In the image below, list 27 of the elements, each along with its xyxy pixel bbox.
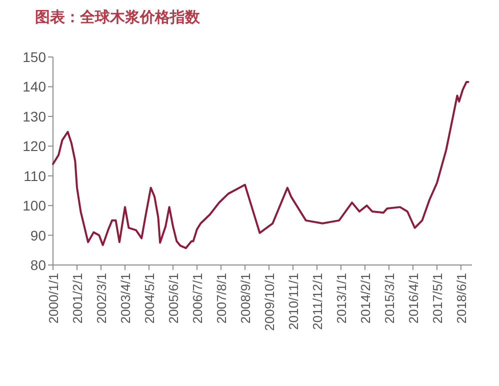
x-tick-label: 2006/7/1 <box>190 273 205 324</box>
x-tick-label: 2002/3/1 <box>94 273 109 324</box>
chart-title: 图表：全球木浆价格指数 <box>35 8 201 26</box>
x-tick-label: 2014/2/1 <box>358 273 373 324</box>
x-tick-label: 2007/8/1 <box>214 273 229 324</box>
y-tick-label: 80 <box>30 257 46 273</box>
x-tick-label: 2001/2/1 <box>70 273 85 324</box>
x-tick-label: 2005/6/1 <box>166 273 181 324</box>
x-tick-label: 2010/11/1 <box>286 273 301 330</box>
x-tick-label: 2004/5/1 <box>142 273 157 324</box>
y-tick-label: 90 <box>30 227 46 244</box>
x-tick-label: 2003/4/1 <box>118 273 133 324</box>
x-tick-label: 2016/4/1 <box>406 273 421 324</box>
x-tick-label: 2011/12/1 <box>310 273 325 330</box>
y-tick-label: 100 <box>22 198 46 214</box>
y-tick-label: 110 <box>24 168 46 184</box>
x-tick-label: 2008/9/1 <box>238 273 253 324</box>
x-tick-label: 2013/1/1 <box>334 273 349 324</box>
x-tick-label: 2000/1/1 <box>46 273 61 324</box>
y-tick-label: 130 <box>22 108 46 124</box>
x-tick-label: 2018/6/1 <box>454 273 469 324</box>
x-tick-label: 2015/3/1 <box>382 273 397 324</box>
x-tick-label: 2009/10/1 <box>262 273 277 331</box>
y-tick-label: 120 <box>22 138 46 154</box>
y-tick-label: 140 <box>22 78 46 95</box>
y-tick-label: 150 <box>22 49 46 65</box>
x-tick-label: 2017/5/1 <box>430 273 445 324</box>
